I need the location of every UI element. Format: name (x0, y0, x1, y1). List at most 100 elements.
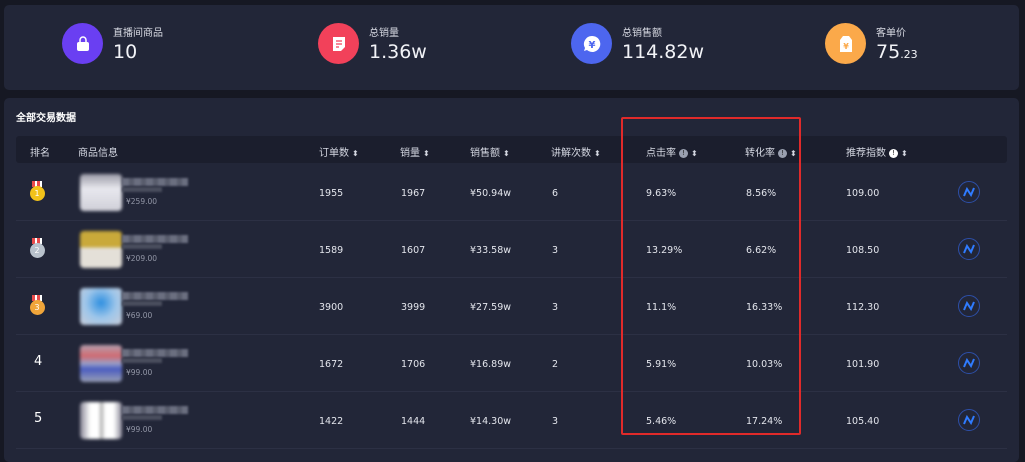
product-price: ¥99.00 (126, 425, 153, 434)
svg-text:¥: ¥ (588, 40, 595, 51)
cell-explain: 6 (552, 188, 559, 199)
trend-chart-button[interactable] (958, 409, 980, 431)
stat-label: 总销量 (369, 28, 399, 39)
col-explain[interactable]: 讲解次数 ⬍ (551, 148, 601, 159)
cell-recommend: 101.90 (846, 359, 880, 370)
stat-value: 75.23 (876, 41, 918, 63)
product-name-blurred (122, 415, 162, 420)
cell-explain: 3 (552, 302, 559, 313)
price-tag-icon: ¥ (825, 23, 866, 64)
cell-orders: 1589 (319, 245, 344, 256)
product-name-blurred[interactable] (122, 178, 188, 186)
document-icon (318, 23, 359, 64)
cell-ctr: 11.1% (646, 302, 677, 313)
table-row: 2 ¥209.00 1589 1607 ¥33.58w 3 13.29% 6.6… (16, 221, 1007, 278)
sort-icon: ⬍ (503, 149, 510, 158)
stat-total-sales: 总销量 1.36w (318, 23, 427, 64)
section-title: 全部交易数据 (16, 113, 76, 124)
summary-stats-panel: 直播间商品 10 总销量 1.36w ¥ 总销售额 114.82w ¥ 客单价 75.2… (4, 5, 1019, 90)
rank-medal-icon: 1 (29, 181, 45, 201)
rank-number: 4 (34, 354, 43, 369)
trend-icon (963, 301, 975, 311)
cell-conversion: 8.56% (746, 188, 777, 199)
product-name-blurred (122, 301, 162, 306)
stat-value: 114.82w (622, 41, 705, 63)
stat-total-revenue: ¥ 总销售额 114.82w (571, 23, 704, 64)
product-price: ¥69.00 (126, 311, 153, 320)
cell-ctr: 9.63% (646, 188, 677, 199)
col-sales[interactable]: 销量 ⬍ (400, 148, 430, 159)
trend-chart-button[interactable] (958, 295, 980, 317)
table-row: 3 ¥69.00 3900 3999 ¥27.59w 3 11.1% 16.33… (16, 278, 1007, 335)
trend-icon (963, 415, 975, 425)
cell-conversion: 6.62% (746, 245, 777, 256)
cell-sales: 1967 (401, 188, 426, 199)
stat-value: 10 (113, 41, 138, 63)
cell-recommend: 112.30 (846, 302, 880, 313)
rank-medal-icon: 3 (29, 295, 45, 315)
info-icon: ! (889, 148, 898, 158)
product-name-blurred (122, 358, 162, 363)
stat-label: 总销售额 (622, 28, 662, 39)
sort-icon: ⬍ (790, 149, 797, 158)
product-name-blurred (122, 244, 162, 249)
trend-chart-button[interactable] (958, 181, 980, 203)
cell-explain: 3 (552, 416, 559, 427)
cell-orders: 1955 (319, 188, 344, 199)
cell-amount: ¥14.30w (470, 416, 512, 427)
cell-sales: 1706 (401, 359, 426, 370)
col-recommend[interactable]: 推荐指数! ⬍ (846, 148, 908, 159)
cell-orders: 3900 (319, 302, 344, 313)
cell-recommend: 105.40 (846, 416, 880, 427)
col-orders[interactable]: 订单数 ⬍ (319, 148, 359, 159)
stat-value: 1.36w (369, 41, 427, 63)
product-image[interactable] (80, 402, 122, 439)
stat-live-products: 直播间商品 10 (62, 23, 163, 64)
product-name-blurred[interactable] (122, 235, 188, 243)
product-name-blurred[interactable] (122, 292, 188, 300)
table-row: 1 ¥259.00 1955 1967 ¥50.94w 6 9.63% 8.56… (16, 164, 1007, 221)
cell-sales: 3999 (401, 302, 426, 313)
cell-recommend: 108.50 (846, 245, 880, 256)
sort-icon: ⬍ (691, 149, 698, 158)
col-product: 商品信息 (78, 148, 118, 159)
cell-amount: ¥50.94w (470, 188, 512, 199)
product-image[interactable] (80, 345, 122, 382)
rank-medal-icon: 2 (29, 238, 45, 258)
cell-explain: 3 (552, 245, 559, 256)
cell-amount: ¥27.59w (470, 302, 512, 313)
product-image[interactable] (80, 174, 122, 211)
cell-recommend: 109.00 (846, 188, 880, 199)
product-name-blurred[interactable] (122, 349, 188, 357)
transaction-table-panel: 全部交易数据 排名 商品信息 订单数 ⬍ 销量 ⬍ 销售额 ⬍ 讲解次数 ⬍ 点击率! ⬍… (4, 98, 1019, 462)
sort-icon: ⬍ (423, 149, 430, 158)
product-image[interactable] (80, 288, 122, 325)
yen-chat-icon: ¥ (571, 23, 612, 64)
col-ctr[interactable]: 点击率! ⬍ (646, 148, 698, 159)
svg-text:¥: ¥ (843, 42, 849, 51)
col-rank: 排名 (30, 148, 50, 159)
cell-sales: 1607 (401, 245, 426, 256)
table-row: 4 ¥99.00 1672 1706 ¥16.89w 2 5.91% 10.03… (16, 335, 1007, 392)
trend-chart-button[interactable] (958, 352, 980, 374)
cell-amount: ¥33.58w (470, 245, 512, 256)
stat-label: 直播间商品 (113, 28, 163, 39)
trend-icon (963, 244, 975, 254)
sort-icon: ⬍ (901, 149, 908, 158)
product-price: ¥259.00 (126, 197, 158, 206)
cell-explain: 2 (552, 359, 559, 370)
info-icon: ! (778, 148, 787, 158)
trend-icon (963, 187, 975, 197)
col-conversion[interactable]: 转化率! ⬍ (745, 148, 797, 159)
product-name-blurred[interactable] (122, 406, 188, 414)
cell-orders: 1422 (319, 416, 344, 427)
product-price: ¥209.00 (126, 254, 158, 263)
cell-conversion: 10.03% (746, 359, 783, 370)
product-price: ¥99.00 (126, 368, 153, 377)
trend-chart-button[interactable] (958, 238, 980, 260)
table-row: 5 ¥99.00 1422 1444 ¥14.30w 3 5.46% 17.24… (16, 392, 1007, 449)
product-image[interactable] (80, 231, 122, 268)
sort-icon: ⬍ (594, 149, 601, 158)
col-amount[interactable]: 销售额 ⬍ (470, 148, 510, 159)
cell-conversion: 17.24% (746, 416, 783, 427)
